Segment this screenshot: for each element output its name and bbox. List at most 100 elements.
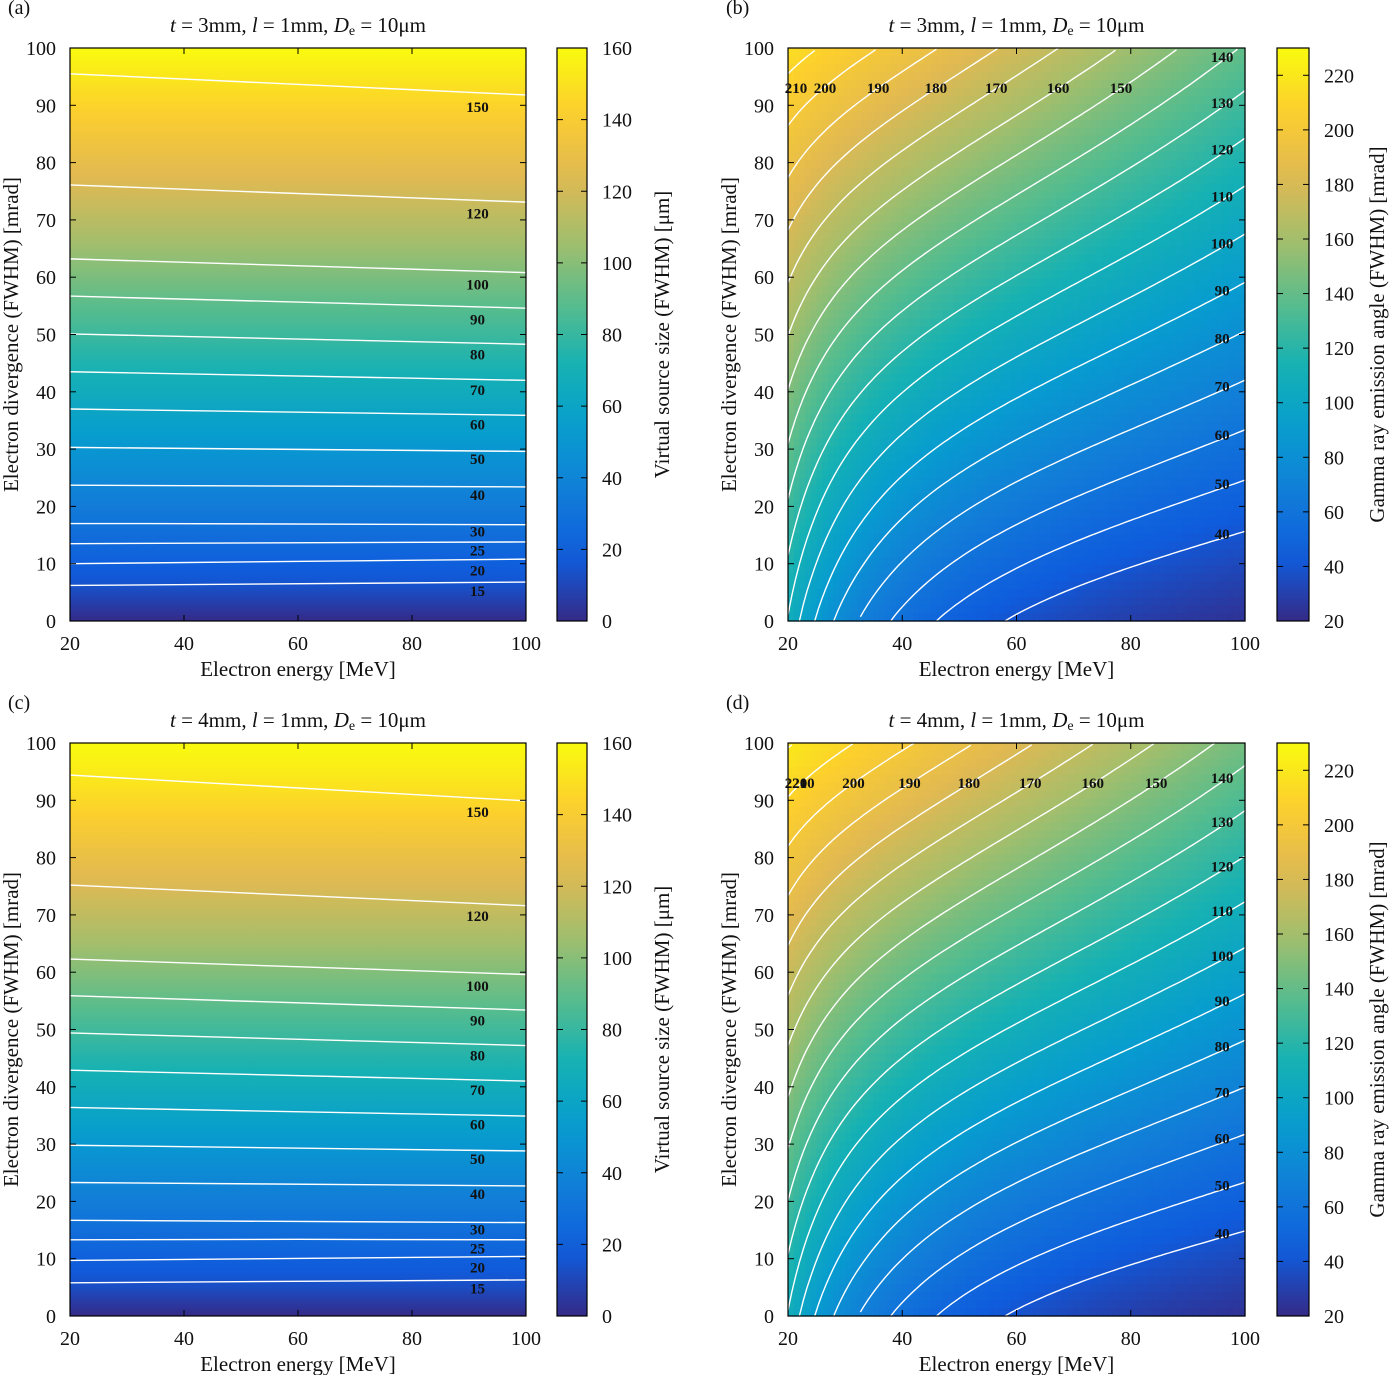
heatmap-cell (919, 557, 926, 566)
heatmap-cell (1159, 103, 1166, 113)
heatmap-cell (953, 239, 960, 248)
heatmap-cell (1027, 517, 1035, 527)
heatmap-cell (885, 48, 892, 57)
heatmap-cell (1165, 207, 1172, 216)
heatmap-cell (1027, 231, 1035, 240)
heatmap-cell (839, 302, 846, 312)
heatmap-cell (907, 254, 915, 264)
heatmap-cell (873, 581, 880, 590)
heatmap-cell (1153, 270, 1160, 280)
heatmap-cell (879, 151, 886, 161)
heatmap-cell (1107, 71, 1115, 81)
heatmap-cell (850, 151, 858, 161)
heatmap-cell (976, 215, 983, 224)
heatmap-cell (1022, 215, 1029, 224)
heatmap-cell (959, 87, 966, 97)
heatmap-cell (845, 119, 852, 129)
contour-label: 25 (470, 544, 485, 560)
heatmap-cell (953, 597, 960, 606)
heatmap-cell (993, 485, 1000, 495)
heatmap-cell (1073, 167, 1080, 176)
heatmap-cell (1085, 87, 1092, 97)
heatmap-cell (873, 485, 880, 495)
heatmap-cell (1165, 231, 1172, 240)
heatmap-cell (1005, 127, 1012, 137)
heatmap-cell (976, 573, 983, 582)
heatmap-cell (976, 278, 983, 288)
heatmap-cell (1027, 358, 1035, 367)
heatmap-cell (1096, 318, 1103, 328)
heatmap-cell (810, 461, 818, 471)
heatmap-cell (862, 350, 869, 359)
heatmap-cell (827, 517, 835, 527)
heatmap-cell (890, 246, 898, 256)
heatmap-cell (1016, 406, 1023, 415)
heatmap-cell (930, 199, 938, 208)
heatmap-cell (1119, 549, 1126, 558)
heatmap-cell (862, 445, 869, 455)
heatmap-cell (942, 159, 949, 168)
heatmap-cell (936, 262, 943, 272)
heatmap-cell (1010, 430, 1018, 439)
heatmap-cell (913, 509, 920, 519)
heatmap-cell (947, 509, 955, 519)
heatmap-cell (1113, 398, 1120, 407)
heatmap-cell (1073, 95, 1080, 105)
heatmap-cell (1033, 231, 1040, 240)
heatmap-cell (833, 79, 841, 89)
heatmap-cell (987, 350, 995, 359)
heatmap-cell (1125, 605, 1132, 614)
heatmap-cell (856, 334, 863, 344)
heatmap-cell (1119, 501, 1126, 511)
heatmap-cell (885, 437, 892, 447)
heatmap-cell (816, 398, 823, 407)
heatmap-cell (1136, 334, 1143, 344)
y-tick-label: 90 (36, 95, 56, 117)
heatmap-cell (913, 605, 920, 614)
heatmap-cell (1090, 533, 1098, 543)
heatmap-cell (799, 342, 806, 352)
heatmap-cell (1153, 63, 1160, 73)
heatmap-cell (1085, 270, 1092, 280)
heatmap-cell (1142, 605, 1149, 614)
heatmap-cell (1159, 262, 1166, 272)
heatmap-cell (827, 485, 835, 495)
heatmap-cell (805, 262, 812, 272)
heatmap-cell (970, 318, 978, 328)
heatmap-cell (890, 231, 898, 240)
heatmap-cell (959, 143, 966, 153)
heatmap-cell (970, 517, 978, 527)
heatmap-cell (1107, 374, 1115, 383)
heatmap-cell (1005, 207, 1012, 216)
heatmap-cell (1147, 79, 1155, 89)
heatmap-cell (890, 469, 898, 479)
heatmap-cell (873, 430, 880, 439)
heatmap-cell (799, 183, 806, 192)
heatmap-cell (1067, 183, 1075, 192)
heatmap-cell (1159, 207, 1166, 216)
heatmap-cell (1107, 406, 1115, 415)
heatmap-cell (1170, 302, 1178, 312)
heatmap-cell (805, 254, 812, 264)
heatmap-cell (999, 55, 1006, 65)
heatmap-cell (970, 143, 978, 153)
heatmap-cell (925, 461, 932, 471)
heatmap-cell (1113, 103, 1120, 113)
heatmap-cell (1039, 613, 1046, 622)
heatmap-cell (913, 63, 920, 73)
heatmap-cell (850, 485, 858, 495)
heatmap-cell (1005, 175, 1012, 184)
heatmap-cell (1022, 231, 1029, 240)
heatmap-cell (850, 533, 858, 543)
heatmap-cell (1113, 191, 1120, 200)
heatmap-cell (1113, 48, 1120, 57)
heatmap-cell (1142, 294, 1149, 304)
heatmap-cell (1170, 366, 1178, 375)
heatmap-cell (936, 469, 943, 479)
heatmap-cell (970, 111, 978, 121)
heatmap-cell (1102, 557, 1109, 566)
heatmap-cell (788, 581, 795, 590)
heatmap-cell (1130, 278, 1138, 288)
heatmap-cell (1090, 374, 1098, 383)
heatmap-cell (799, 437, 806, 447)
